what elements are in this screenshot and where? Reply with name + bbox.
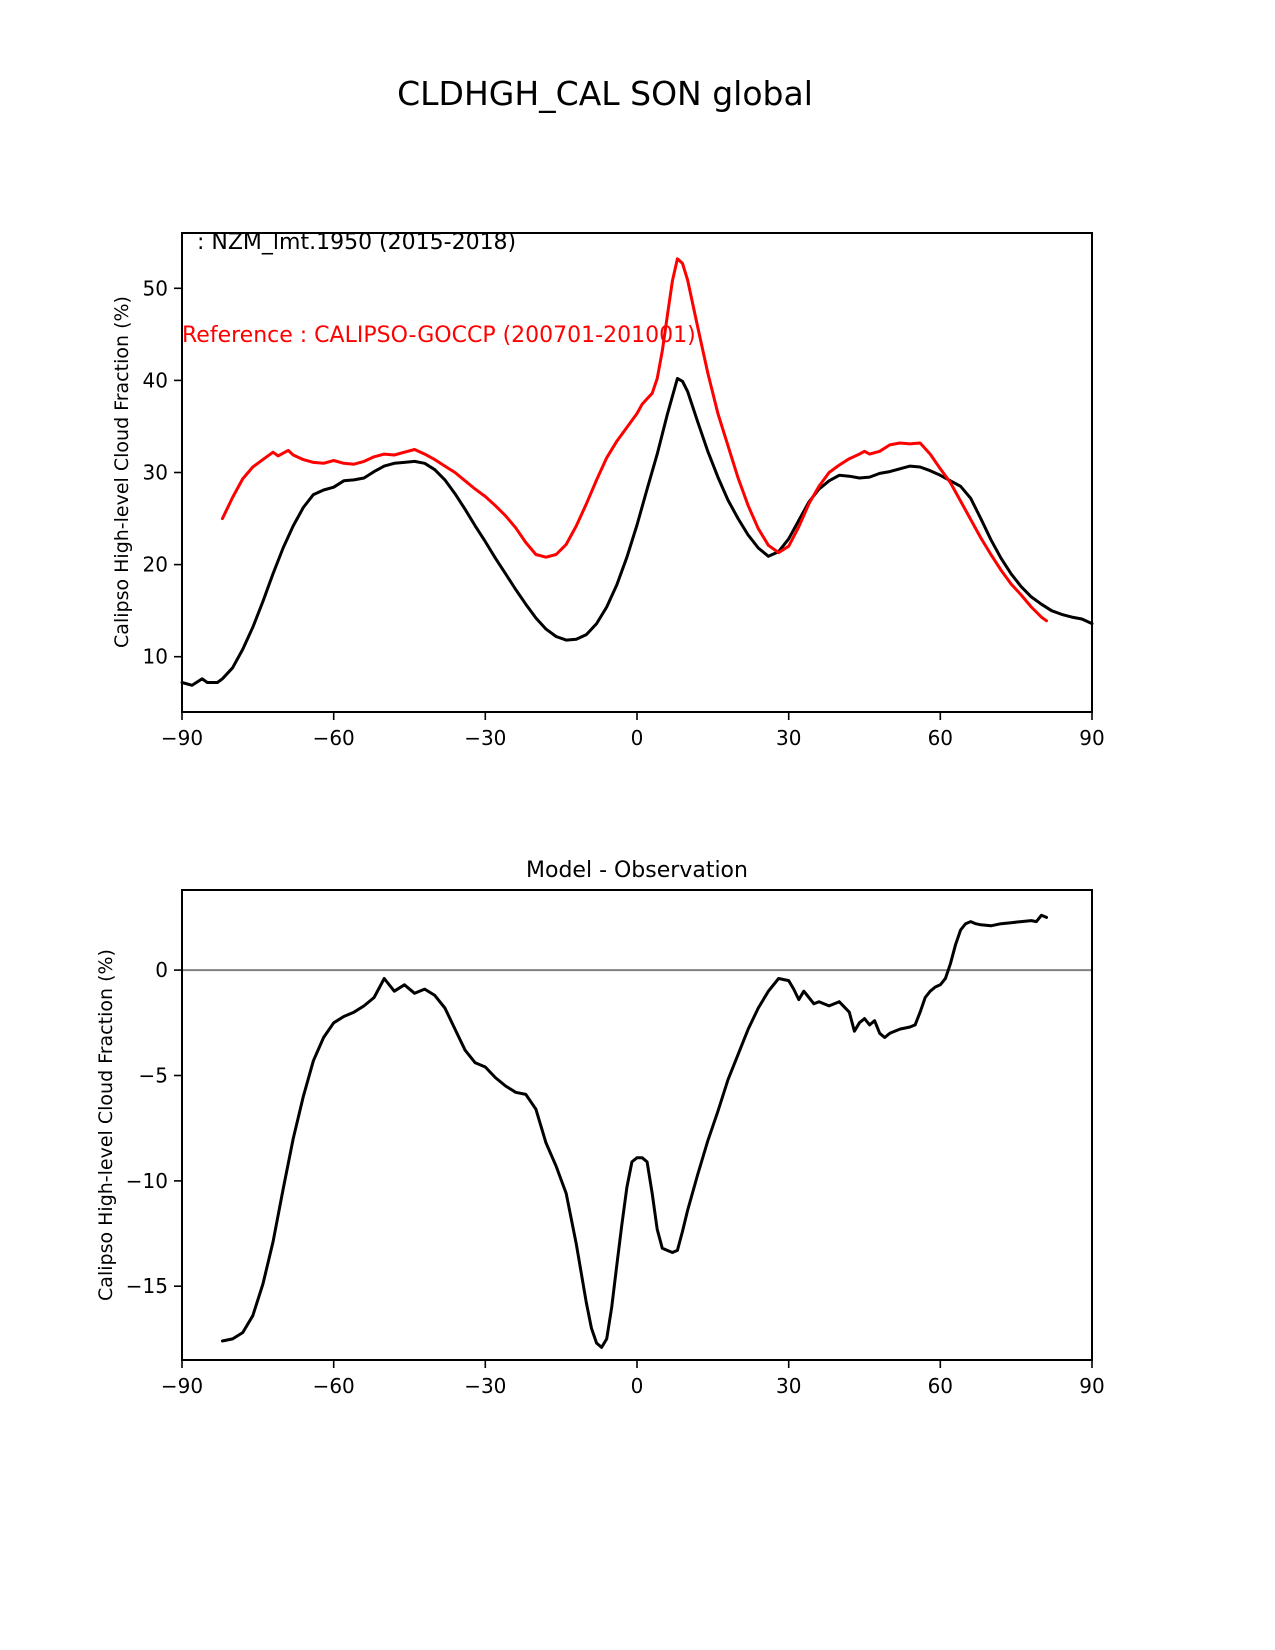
x-tick-label: −90 [161, 726, 203, 750]
x-tick-label: 90 [1079, 726, 1104, 750]
model-line [180, 377, 1094, 687]
difference-line [220, 913, 1048, 1349]
x-tick-label: 0 [631, 1374, 644, 1398]
x-tick-label: −60 [313, 1374, 355, 1398]
x-tick-label: −90 [161, 1374, 203, 1398]
figure-title: CLDHGH_CAL SON global [397, 74, 813, 113]
y-tick-label: 40 [143, 368, 168, 392]
x-tick-label: 60 [928, 1374, 953, 1398]
axes-frame [181, 889, 1093, 1361]
axes-frame [181, 232, 1093, 713]
y-tick-label: 0 [155, 958, 168, 982]
x-tick-label: 90 [1079, 1374, 1104, 1398]
legend-model-label: : NZM_lmt.1950 (2015-2018) [197, 230, 517, 255]
y-tick-label: 10 [143, 645, 168, 669]
x-tick-label: 0 [631, 726, 644, 750]
x-tick-label: 60 [928, 726, 953, 750]
reference-line [220, 257, 1048, 623]
y-tick-label: 20 [143, 553, 168, 577]
x-tick-label: −30 [464, 1374, 506, 1398]
bottom-chart-title: Model - Observation [526, 858, 748, 883]
y-tick-label: −10 [126, 1169, 168, 1193]
y-tick-label: −15 [126, 1274, 168, 1298]
y-tick-label: 50 [143, 276, 168, 300]
x-tick-label: −60 [313, 726, 355, 750]
y-tick-label: 30 [143, 461, 168, 485]
legend: : NZM_lmt.1950 (2015-2018) Reference : C… [182, 165, 696, 413]
x-tick-label: 30 [776, 726, 801, 750]
x-tick-label: 30 [776, 1374, 801, 1398]
x-tick-label: −30 [464, 726, 506, 750]
y-tick-label: −5 [139, 1064, 168, 1088]
